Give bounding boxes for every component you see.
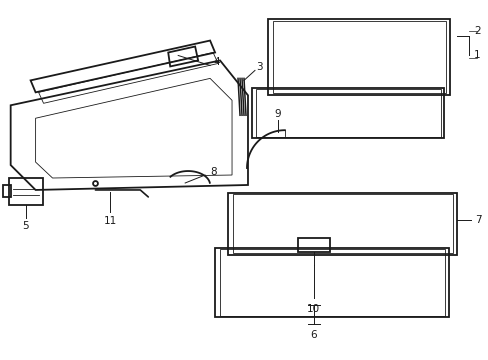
Text: 7: 7: [474, 215, 481, 225]
Text: 5: 5: [22, 221, 29, 231]
Text: 6: 6: [310, 330, 316, 341]
Text: 1: 1: [473, 50, 480, 60]
Text: 4: 4: [213, 58, 220, 67]
Text: 8: 8: [209, 167, 216, 177]
Text: 11: 11: [103, 216, 117, 226]
Text: 3: 3: [256, 62, 263, 72]
Text: 2: 2: [473, 26, 480, 36]
Text: 10: 10: [306, 303, 320, 314]
Text: 9: 9: [274, 109, 281, 119]
